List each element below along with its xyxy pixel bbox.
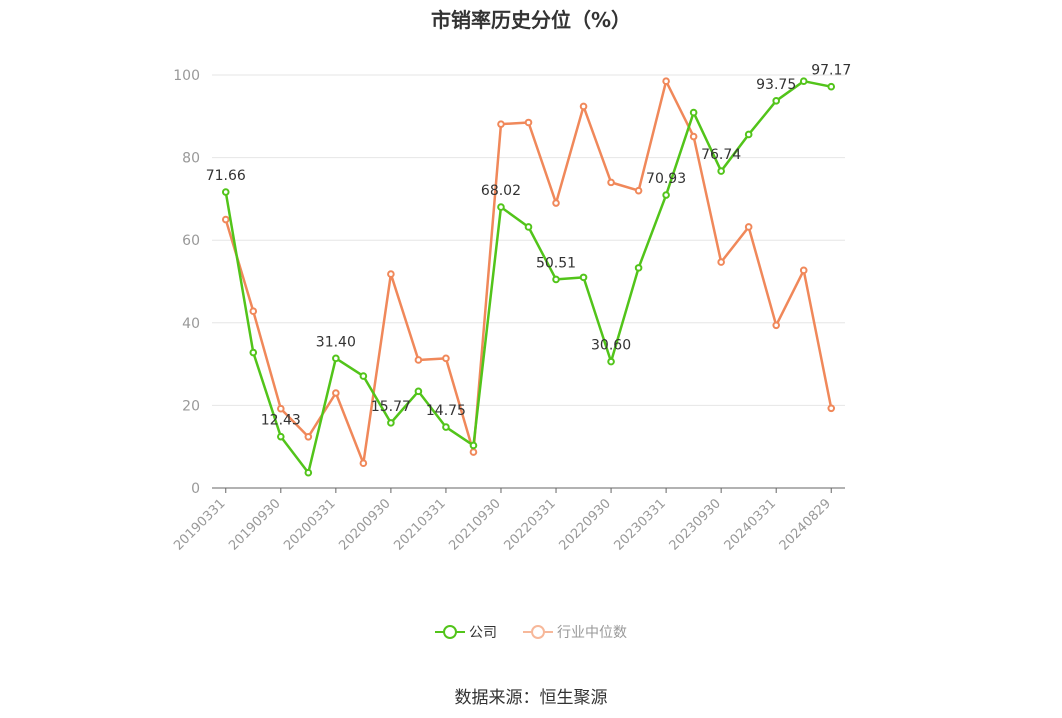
data-point	[744, 130, 753, 139]
data-point	[442, 423, 450, 431]
data-label: 71.66	[206, 168, 246, 184]
x-tick-label: 20240829	[777, 496, 834, 553]
x-tick-label: 20210331	[391, 496, 448, 553]
data-point	[414, 356, 423, 364]
data-point	[524, 223, 533, 231]
series-line-1	[224, 79, 833, 465]
data-point	[717, 167, 725, 175]
data-point	[772, 97, 780, 105]
data-label: 76.74	[701, 147, 741, 163]
data-point	[469, 441, 478, 450]
data-point	[662, 191, 670, 199]
data-label: 97.17	[811, 63, 851, 79]
data-point	[497, 203, 505, 211]
data-label: 30.60	[591, 338, 631, 354]
x-tick-label: 20200930	[336, 496, 393, 553]
x-tick-label: 20190331	[171, 496, 228, 553]
data-point	[221, 215, 230, 224]
data-point	[689, 108, 698, 117]
legend-company-marker-icon	[435, 622, 465, 642]
x-tick-label: 20210930	[446, 496, 503, 553]
data-point	[772, 321, 780, 330]
x-tick-label: 20220930	[556, 496, 613, 553]
x-tick-label: 20200331	[281, 496, 338, 553]
data-label: 15.77	[371, 399, 411, 415]
data-point	[607, 178, 615, 187]
x-tick-label: 20230331	[612, 496, 669, 553]
series-line-0	[224, 79, 832, 474]
data-point	[304, 468, 313, 477]
data-source: 数据来源：恒生聚源	[454, 688, 608, 708]
data-point	[524, 118, 533, 127]
data-point	[579, 273, 588, 282]
data-label: 14.75	[426, 403, 466, 419]
data-point	[662, 77, 670, 85]
data-point	[552, 275, 560, 284]
y-tick-label: 100	[173, 68, 200, 84]
data-point	[552, 199, 560, 207]
y-tick-label: 40	[182, 316, 200, 332]
data-point	[634, 264, 643, 272]
y-tick-label: 0	[191, 481, 200, 497]
data-label: 50.51	[536, 255, 576, 271]
data-point	[304, 432, 313, 441]
data-point	[249, 348, 258, 357]
data-point	[799, 77, 808, 85]
data-label: 31.40	[316, 334, 356, 350]
data-point	[827, 404, 836, 413]
data-label: 12.43	[261, 413, 301, 429]
data-point	[689, 132, 698, 141]
legend-item-industry-median[interactable]: 行业中位数	[523, 622, 627, 642]
data-point	[221, 188, 230, 196]
legend-industry-label: 行业中位数	[557, 625, 627, 641]
data-point	[359, 459, 368, 468]
data-point	[387, 270, 395, 278]
data-label: 93.75	[756, 77, 796, 93]
data-label: 70.93	[646, 171, 686, 187]
data-point	[332, 354, 340, 363]
data-point	[249, 307, 258, 316]
data-point	[469, 448, 478, 456]
data-point	[579, 102, 588, 111]
chart-title: 市销率历史分位（%）	[430, 8, 632, 32]
line-chart: 0 20 40 60 80 100 2019033120190930202003312020…	[171, 63, 851, 554]
data-point	[277, 404, 285, 413]
data-point	[359, 372, 368, 380]
x-tick-label: 20190930	[226, 496, 283, 553]
data-point	[607, 357, 615, 366]
data-point	[799, 266, 808, 275]
data-point	[277, 432, 285, 441]
x-tick-label: 20240331	[722, 496, 779, 553]
y-tick-label: 60	[182, 233, 200, 249]
legend-industry-marker-icon	[523, 622, 553, 642]
data-point	[717, 258, 725, 266]
y-tick-label: 20	[182, 398, 200, 414]
x-tick-label: 20220331	[501, 496, 558, 553]
legend-company-label: 公司	[469, 625, 497, 641]
data-point	[442, 354, 450, 363]
data-point	[744, 223, 753, 231]
data-label: 68.02	[481, 183, 521, 199]
data-point	[497, 120, 505, 128]
legend: 公司 行业中位数	[0, 622, 1062, 642]
y-tick-label: 80	[182, 151, 200, 167]
data-point	[332, 389, 340, 397]
data-point	[414, 387, 423, 396]
x-tick-label: 20230930	[667, 496, 724, 553]
legend-item-company[interactable]: 公司	[435, 622, 497, 642]
data-point	[827, 82, 836, 91]
data-point	[634, 186, 643, 195]
data-point	[387, 419, 395, 427]
